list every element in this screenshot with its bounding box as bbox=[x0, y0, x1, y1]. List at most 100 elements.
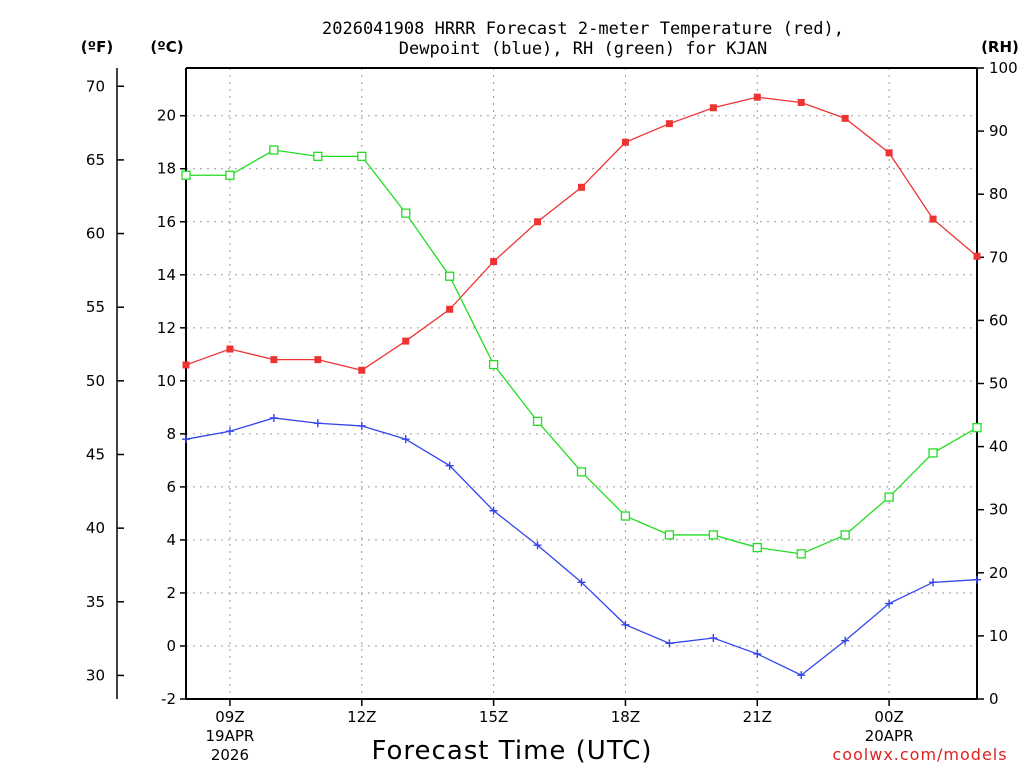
rh-point bbox=[620, 511, 631, 521]
celsius-tick-label: 0 bbox=[166, 637, 176, 655]
dewpoint-point bbox=[973, 575, 981, 584]
2-meter-temperature-point bbox=[402, 337, 410, 345]
rh-tick-label: 90 bbox=[989, 122, 1008, 140]
celsius-tick-label: 14 bbox=[157, 266, 176, 284]
celsius-tick-label: 2 bbox=[166, 584, 176, 602]
rh-point bbox=[532, 416, 543, 427]
rh-point bbox=[752, 542, 762, 553]
rh-point bbox=[796, 549, 806, 559]
rh-point bbox=[708, 530, 718, 540]
rh-point bbox=[840, 530, 850, 540]
rh-point bbox=[313, 151, 323, 161]
rh-tick-label: 20 bbox=[989, 564, 1008, 582]
rh-point bbox=[664, 530, 675, 540]
fahrenheit-tick-label: 65 bbox=[86, 151, 105, 169]
x-tick-date-label: 19APR bbox=[206, 727, 255, 745]
dewpoint-point bbox=[621, 620, 630, 629]
chart-title-line-2: Dewpoint (blue), RH (green) for KJAN bbox=[399, 39, 767, 59]
rh-tick-label: 100 bbox=[989, 59, 1018, 77]
rh-tick-label: 70 bbox=[989, 248, 1008, 266]
dewpoint-point bbox=[709, 634, 718, 643]
dewpoint-point bbox=[489, 506, 498, 515]
x-tick-label: 00Z bbox=[874, 708, 903, 726]
celsius-tick-label: 6 bbox=[166, 478, 176, 496]
rh-point bbox=[972, 423, 982, 433]
celsius-tick-label: 10 bbox=[157, 372, 176, 390]
rh-tick-label: 0 bbox=[989, 690, 999, 708]
fahrenheit-tick-label: 45 bbox=[86, 445, 105, 463]
fahrenheit-tick-label: 30 bbox=[86, 666, 105, 684]
2-meter-temperature-point bbox=[490, 258, 498, 266]
rh-point bbox=[884, 492, 894, 502]
x-tick-date-label: 20APR bbox=[865, 727, 914, 745]
rh-point bbox=[488, 359, 499, 370]
dewpoint-point bbox=[225, 427, 234, 436]
dewpoint-point bbox=[797, 671, 806, 680]
dewpoint-point bbox=[841, 636, 850, 645]
dewpoint-point bbox=[269, 413, 278, 422]
rh-tick-label: 60 bbox=[989, 311, 1008, 329]
x-axis-label: Forecast Time (UTC) bbox=[371, 736, 652, 766]
fahrenheit-tick-label: 55 bbox=[86, 298, 105, 316]
dewpoint-point bbox=[313, 419, 322, 428]
2-meter-temperature-point bbox=[358, 366, 366, 374]
2-meter-temperature-point bbox=[841, 114, 849, 122]
2-meter-temperature-point bbox=[621, 138, 629, 146]
fahrenheit-axis-unit: (ºF) bbox=[81, 38, 113, 56]
dewpoint-point bbox=[445, 461, 454, 470]
celsius-tick-label: 4 bbox=[166, 531, 176, 549]
2-meter-temperature-point bbox=[270, 356, 278, 364]
x-tick-label: 15Z bbox=[479, 708, 508, 726]
credit-link[interactable]: coolwx.com/models bbox=[832, 745, 1007, 764]
x-tick-year-label: 2026 bbox=[211, 746, 249, 764]
2-meter-temperature-point bbox=[578, 183, 585, 191]
rh-point bbox=[401, 208, 411, 218]
dewpoint-point bbox=[753, 649, 762, 658]
dewpoint-point bbox=[401, 435, 410, 444]
celsius-tick-label: 18 bbox=[157, 160, 176, 178]
dewpoint-point bbox=[929, 578, 938, 587]
celsius-tick-label: 8 bbox=[166, 425, 176, 443]
celsius-tick-label: 20 bbox=[157, 107, 176, 125]
x-tick-label: 18Z bbox=[611, 708, 640, 726]
2-meter-temperature-point bbox=[885, 149, 893, 157]
2-meter-temperature-point bbox=[973, 252, 981, 260]
rh-point bbox=[357, 151, 367, 161]
2-meter-temperature-point bbox=[182, 361, 190, 369]
chart-title-line-1: 2026041908 HRRR Forecast 2-meter Tempera… bbox=[322, 19, 844, 39]
x-tick-label: 12Z bbox=[347, 708, 376, 726]
2-meter-temperature-point bbox=[665, 120, 673, 128]
rh-tick-label: 80 bbox=[989, 185, 1008, 203]
dewpoint-point bbox=[357, 421, 366, 430]
celsius-tick-label: 16 bbox=[157, 213, 176, 231]
fahrenheit-tick-label: 70 bbox=[86, 77, 105, 95]
x-tick-label: 21Z bbox=[743, 708, 772, 726]
rh-axis-unit: (RH) bbox=[981, 38, 1019, 56]
rh-point bbox=[928, 448, 938, 458]
2-meter-temperature-point bbox=[446, 305, 454, 313]
dewpoint-point bbox=[885, 599, 894, 608]
dewpoint-point bbox=[577, 578, 586, 587]
2-meter-temperature-point bbox=[753, 93, 761, 101]
celsius-tick-label: 12 bbox=[157, 319, 176, 337]
fahrenheit-tick-label: 40 bbox=[86, 519, 105, 537]
celsius-axis-unit: (ºC) bbox=[150, 38, 183, 56]
2-meter-temperature-point bbox=[709, 104, 717, 112]
x-tick-label: 09Z bbox=[215, 708, 244, 726]
series-layer bbox=[181, 93, 982, 680]
gridlines bbox=[186, 68, 977, 699]
celsius-tick-label: -2 bbox=[161, 690, 176, 708]
rh-point bbox=[269, 145, 279, 155]
2-meter-temperature-point bbox=[797, 98, 805, 106]
2-meter-temperature-point bbox=[534, 218, 542, 226]
fahrenheit-tick-label: 35 bbox=[86, 593, 105, 611]
rh-tick-label: 30 bbox=[989, 501, 1008, 519]
2-meter-temperature-point bbox=[314, 356, 322, 364]
dewpoint-point bbox=[665, 639, 674, 648]
rh-tick-label: 50 bbox=[989, 375, 1008, 393]
fahrenheit-tick-label: 50 bbox=[86, 372, 105, 390]
2-meter-temperature-point bbox=[226, 345, 234, 353]
axes: -2 0 2 4 6 8 10 12 14 16 18 20 30 35 40 45 50 55 60 65 70 0 10… bbox=[86, 59, 1018, 764]
